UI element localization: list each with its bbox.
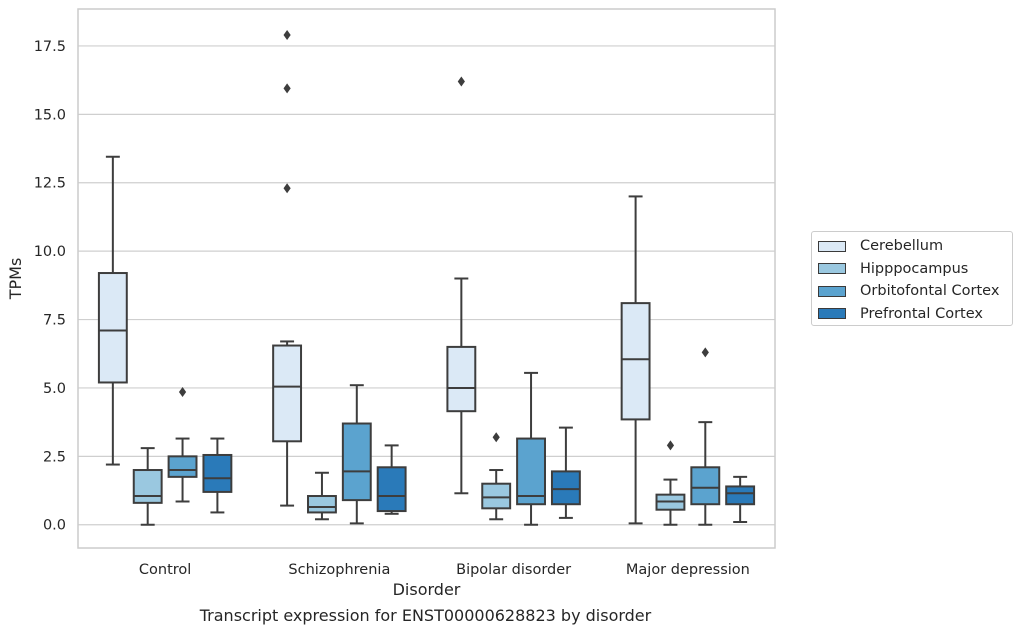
box-cerebellum-bipolar-disorder (446, 76, 477, 495)
box-hipppocampus-bipolar-disorder (481, 432, 512, 521)
box-prefrontal-cortex-bipolar-disorder (550, 426, 581, 519)
legend-swatch (818, 308, 846, 320)
legend-swatch (818, 240, 846, 252)
box-iqr (132, 469, 163, 504)
box-iqr (167, 455, 198, 478)
legend-item: Cerebellum (818, 235, 1012, 258)
outlier-point (457, 76, 465, 87)
box-iqr (550, 470, 581, 506)
box-orbitofontal-cortex-control (167, 387, 198, 503)
legend-item: Hipppocampus (818, 258, 1012, 281)
legend-label: Cerebellum (860, 238, 944, 255)
box-prefrontal-cortex-schizophrenia (376, 444, 407, 515)
box-hipppocampus-schizophrenia (307, 471, 337, 521)
outlier-point (492, 432, 500, 443)
y-tick-label: 0.0 (43, 518, 66, 534)
box-cerebellum-schizophrenia (272, 29, 303, 507)
box-iqr (202, 453, 233, 493)
box-iqr (481, 482, 512, 510)
y-tick-label: 12.5 (34, 176, 66, 192)
y-tick-label: 15.0 (34, 107, 66, 123)
x-tick-label: Bipolar disorder (456, 562, 571, 578)
box-orbitofontal-cortex-schizophrenia (341, 384, 372, 525)
box-iqr (376, 466, 407, 513)
x-tick-label: Schizophrenia (288, 562, 390, 578)
box-orbitofontal-cortex-major-depression (690, 347, 721, 526)
box-iqr (620, 302, 651, 421)
legend-item: Prefrontal Cortex (818, 303, 1012, 326)
box-iqr (690, 466, 721, 506)
box-iqr (97, 272, 128, 384)
legend-item: Orbitofontal Cortex (818, 280, 1012, 303)
box-iqr (272, 344, 303, 443)
box-orbitofontal-cortex-bipolar-disorder (516, 371, 546, 526)
box-hipppocampus-major-depression (655, 440, 686, 526)
legend-label: Orbitofontal Cortex (860, 283, 1000, 300)
box-iqr (446, 345, 477, 413)
x-tick-label: Major depression (626, 562, 750, 578)
chart-legend: Cerebellum Hipppocampus Orbitofontal Corte… (811, 231, 1013, 326)
figure-caption: Transcript expression for ENST0000062882… (199, 606, 652, 625)
outlier-point (701, 347, 709, 358)
box-iqr (341, 422, 372, 502)
legend-swatch (818, 263, 846, 275)
y-tick-label: 17.5 (34, 39, 66, 55)
box-prefrontal-cortex-control (202, 437, 233, 514)
y-tick-label: 2.5 (43, 449, 66, 465)
box-prefrontal-cortex-major-depression (725, 475, 756, 524)
legend-swatch (818, 285, 846, 297)
box-cerebellum-control (97, 155, 128, 466)
y-tick-label: 7.5 (43, 313, 66, 329)
legend-label: Hipppocampus (860, 260, 969, 277)
box-hipppocampus-control (132, 447, 163, 526)
outlier-point (283, 83, 291, 94)
legend-label: Prefrontal Cortex (860, 305, 983, 322)
y-tick-label: 10.0 (34, 244, 66, 260)
y-tick-label: 5.0 (43, 381, 66, 397)
plot-frame (77, 8, 776, 549)
box-iqr (307, 495, 337, 514)
outlier-point (666, 440, 675, 451)
outlier-point (178, 387, 187, 398)
box-cerebellum-major-depression (620, 195, 651, 525)
x-axis-label: Disorder (393, 580, 461, 599)
y-axis-label: TPMs (6, 258, 25, 301)
box-iqr (725, 485, 756, 506)
outlier-point (283, 183, 291, 194)
outlier-point (283, 29, 291, 40)
x-tick-label: Control (139, 562, 191, 578)
box-iqr (516, 437, 546, 506)
